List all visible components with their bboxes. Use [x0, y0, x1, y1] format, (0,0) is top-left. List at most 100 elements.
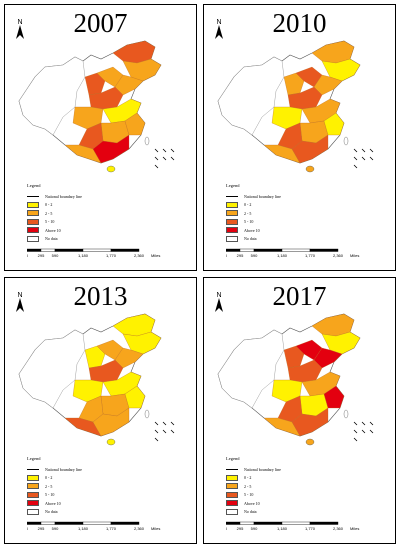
scale-segment	[110, 248, 140, 252]
scale-tick-label: 295	[237, 526, 244, 531]
no-data-region	[217, 56, 285, 136]
scale-tick-label: 1,770	[305, 253, 316, 258]
china-map	[18, 313, 175, 446]
legend-item-boundary: National boundary line	[226, 465, 376, 474]
scale-tick-label: 1,770	[106, 253, 117, 258]
region-cell	[323, 385, 345, 409]
scale-segment	[309, 521, 339, 525]
region-cell	[283, 72, 305, 96]
region-cell	[84, 345, 106, 369]
island	[343, 136, 349, 146]
scale-tick-label: 590	[251, 253, 258, 258]
legend-item: 5 - 10	[226, 491, 376, 500]
sea-boundary-dash	[353, 164, 358, 169]
scale-tick-label: 0	[27, 253, 29, 258]
region-cell	[283, 345, 305, 369]
scale-segment	[253, 248, 283, 252]
sea-boundary-dash	[353, 156, 358, 161]
legend-item: 2 - 5	[27, 482, 177, 491]
legend-item: Above 10	[27, 226, 177, 235]
china-map	[217, 40, 374, 173]
sea-boundary-dash	[162, 421, 167, 426]
scale-segment	[27, 248, 42, 252]
north-label: N	[216, 19, 221, 26]
scale-unit-label: Miles	[350, 526, 359, 531]
scale-tick-label: 1,180	[78, 526, 89, 531]
sea-boundary-dash	[170, 429, 175, 434]
sea-boundary-dash	[162, 156, 167, 161]
year-title: 2017	[272, 281, 327, 311]
north-arrow-icon: N	[16, 19, 24, 39]
sea-boundary-dash	[369, 421, 374, 426]
region-cell	[291, 134, 329, 164]
panel-2010: 2010 N Legend National boundary line 0 - 2…	[203, 4, 396, 271]
scale-bar: 0 295 590 1,180 1,770 2,360 Miles	[27, 248, 160, 258]
sea-boundary-dash	[361, 429, 366, 434]
scale-segment	[309, 248, 339, 252]
scale-tick-label: 1,770	[106, 526, 117, 531]
north-label: N	[216, 292, 221, 299]
scale-segment	[226, 248, 241, 252]
legend-title: Legend	[27, 183, 41, 188]
sea-boundary-dash	[369, 148, 374, 153]
scale-segment	[54, 248, 84, 252]
legend-item: 2 - 5	[27, 209, 177, 218]
sea-boundary-dash	[361, 156, 366, 161]
island	[144, 409, 150, 419]
scale-bar: 0 295 590 1,180 1,770 2,360 Miles	[226, 521, 359, 531]
legend-item: 2 - 5	[226, 482, 376, 491]
region-cell	[124, 385, 146, 409]
sea-boundary-dash	[353, 421, 358, 426]
sea-boundary-dash	[154, 148, 159, 153]
legend-item: No data	[27, 235, 177, 244]
scale-segment	[281, 248, 311, 252]
scale-segment	[226, 521, 241, 525]
scale-tick-label: 1,180	[78, 253, 89, 258]
sea-boundary-dash	[170, 156, 175, 161]
china-map	[217, 313, 374, 446]
region-cell	[92, 134, 130, 164]
scale-tick-label: 1,180	[277, 526, 288, 531]
scale-tick-label: 590	[251, 526, 258, 531]
scale-unit-label: Miles	[151, 253, 160, 258]
legend-item: Above 10	[226, 499, 376, 508]
north-label: N	[17, 292, 22, 299]
scale-segment	[110, 521, 140, 525]
legend-item: 5 - 10	[226, 218, 376, 227]
region-cell	[291, 407, 329, 437]
legend-item: No data	[27, 508, 177, 517]
sea-boundary-dash	[154, 437, 159, 442]
scale-tick-label: 295	[237, 253, 244, 258]
north-arrow-icon: N	[215, 292, 223, 312]
panel-2013: 2013 N Legend National boundary line 0 - 2…	[4, 277, 197, 544]
sea-boundary-dash	[154, 429, 159, 434]
island	[106, 438, 116, 446]
no-data-region	[217, 329, 285, 409]
scale-tick-label: 0	[226, 253, 228, 258]
scale-tick-label: 0	[226, 526, 228, 531]
sea-boundary-dash	[154, 164, 159, 169]
legend-title: Legend	[226, 456, 240, 461]
scale-bar: 0 295 590 1,180 1,770 2,360 Miles	[226, 248, 359, 258]
sea-boundary-dash	[353, 429, 358, 434]
legend-item-boundary: National boundary line	[27, 465, 177, 474]
sea-boundary-dash	[170, 421, 175, 426]
year-title: 2013	[73, 281, 128, 311]
year-title: 2010	[272, 8, 327, 38]
legend-item: Above 10	[226, 226, 376, 235]
scale-segment	[54, 521, 84, 525]
scale-segment	[281, 521, 311, 525]
island	[305, 438, 315, 446]
legend-item: 0 - 2	[27, 474, 177, 483]
scale-tick-label: 590	[52, 526, 59, 531]
legend-item: 5 - 10	[27, 218, 177, 227]
sea-boundary-dash	[361, 148, 366, 153]
scale-bar: 0 295 590 1,180 1,770 2,360 Miles	[27, 521, 160, 531]
china-map	[18, 40, 175, 173]
north-label: N	[17, 19, 22, 26]
legend-item-boundary: National boundary line	[27, 192, 177, 201]
scale-unit-label: Miles	[350, 253, 359, 258]
